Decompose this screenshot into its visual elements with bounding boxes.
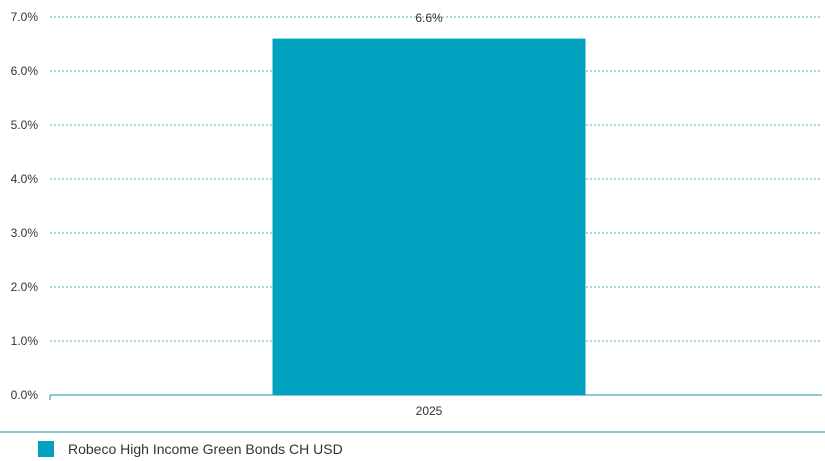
y-tick-label: 7.0% [11,10,39,24]
y-tick-label: 4.0% [11,172,39,186]
legend: Robeco High Income Green Bonds CH USD [38,438,343,460]
y-tick-label: 2.0% [11,280,39,294]
data-label: 6.6% [415,11,443,25]
y-tick-label: 5.0% [11,118,39,132]
legend-swatch [38,441,54,457]
y-tick-label: 6.0% [11,64,39,78]
bar-chart: 0.0% 1.0% 2.0% 3.0% 4.0% 5.0% 6.0% 7.0% 6.6% 2025 [0,10,825,433]
x-tick-label: 2025 [416,404,443,418]
y-tick-label: 3.0% [11,226,39,240]
legend-label: Robeco High Income Green Bonds CH USD [68,441,343,457]
y-tick-label: 1.0% [11,334,39,348]
bar [272,38,586,395]
y-tick-label: 0.0% [11,388,39,402]
